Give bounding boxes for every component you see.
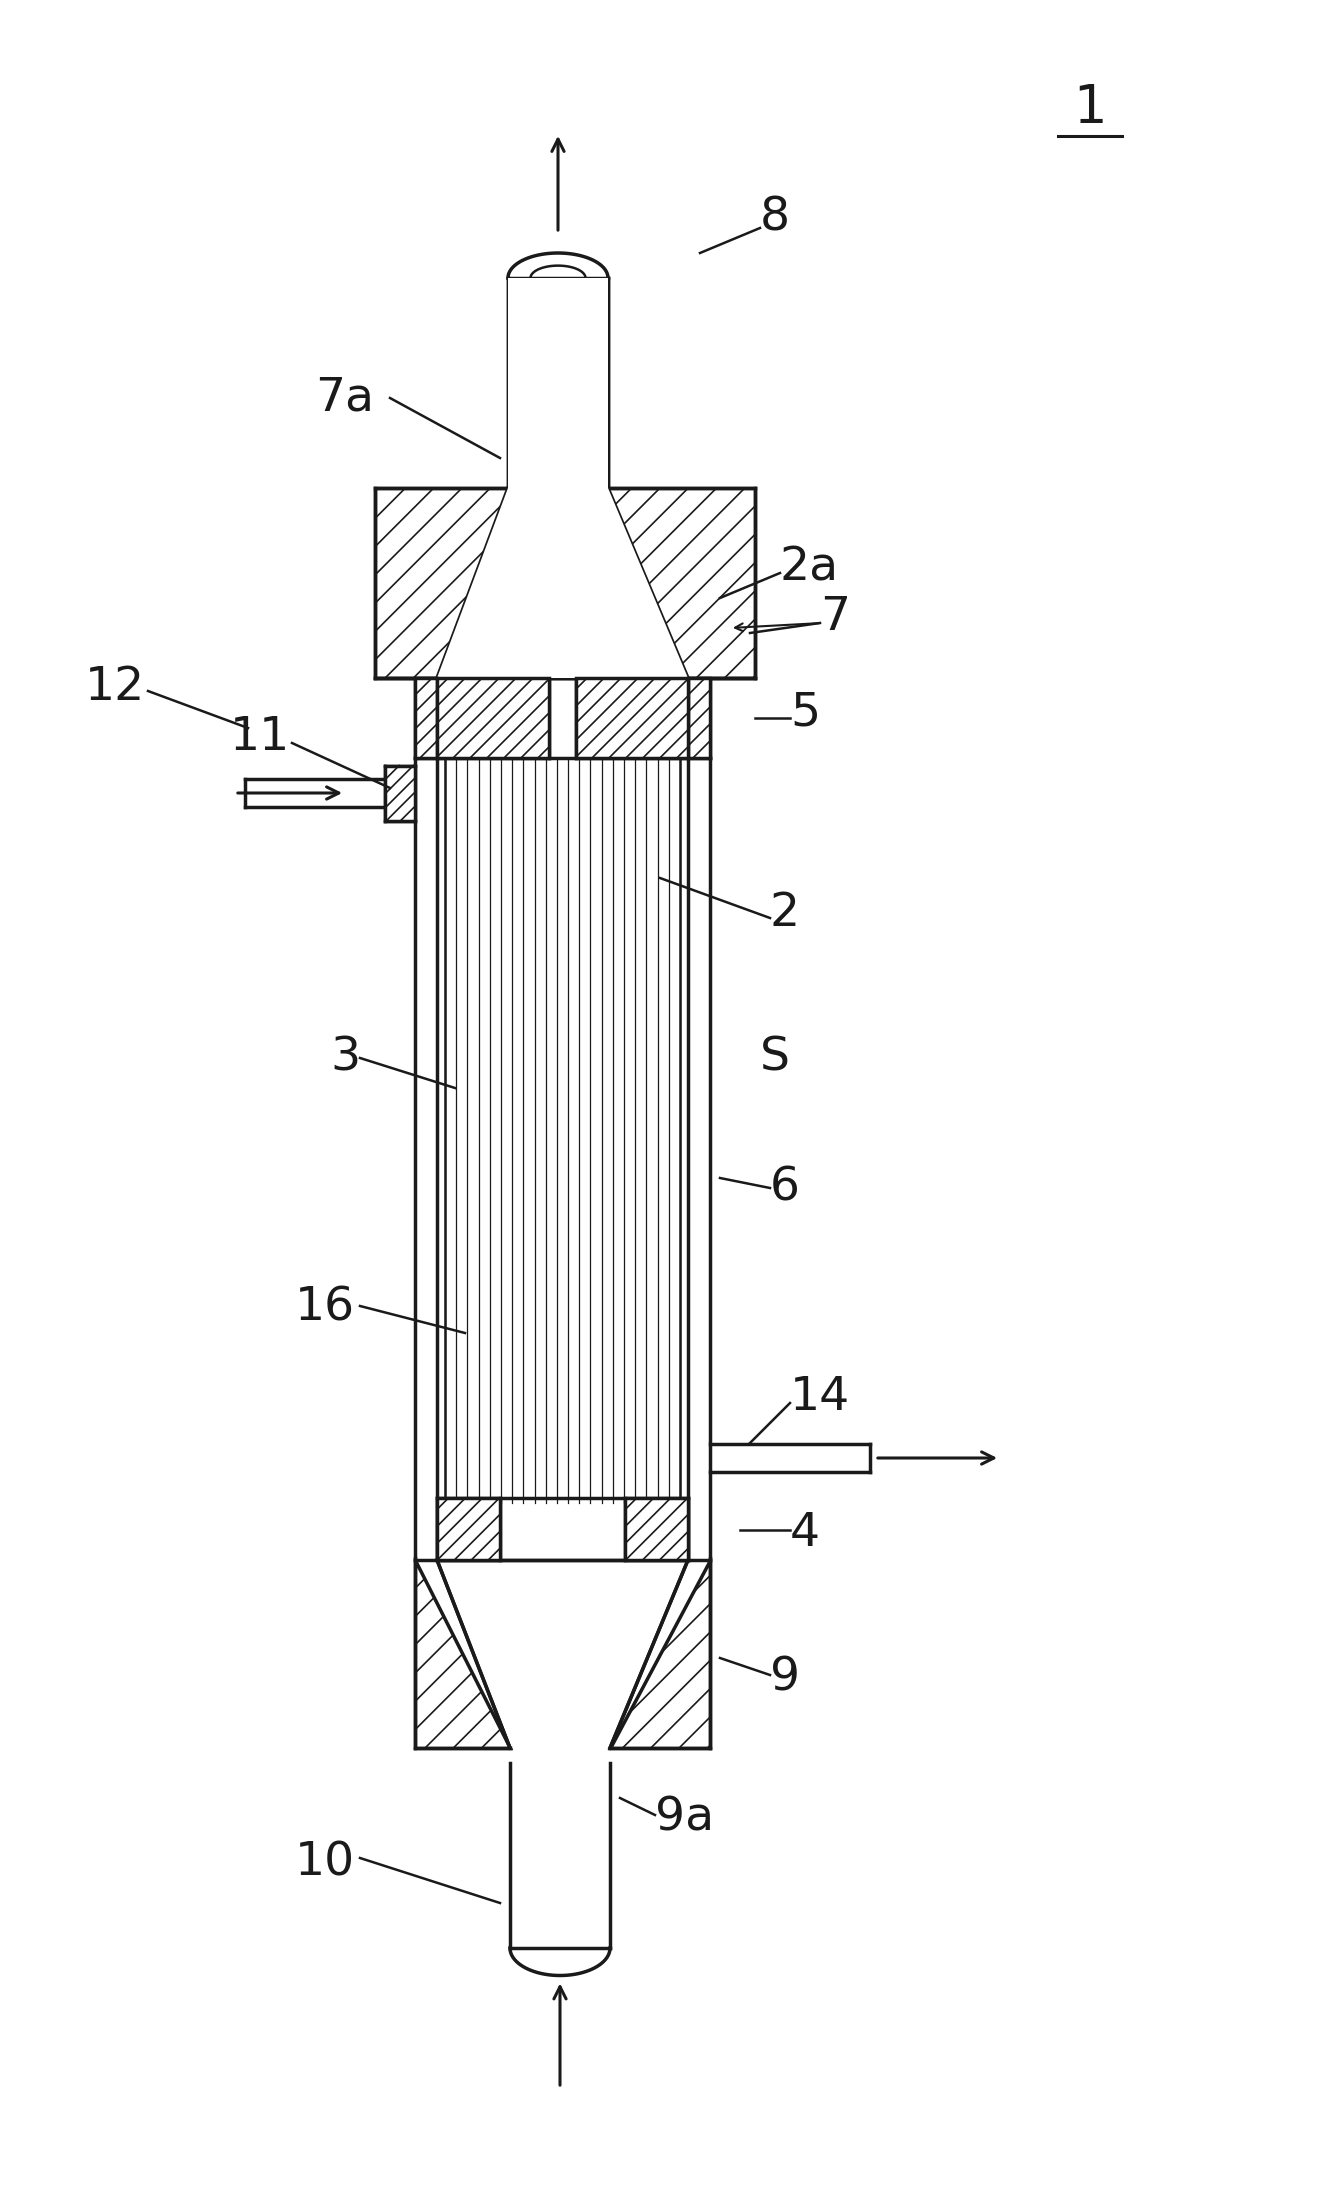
Text: 14: 14 [790,1376,850,1420]
Polygon shape [414,678,437,757]
Polygon shape [385,766,414,820]
Polygon shape [625,1499,688,1560]
Text: 7: 7 [819,595,850,641]
Text: 7a: 7a [315,376,374,420]
Polygon shape [508,278,607,488]
Text: S: S [760,1035,790,1081]
Polygon shape [610,1560,709,1748]
Text: 10: 10 [295,1840,355,1886]
Text: 16: 16 [295,1287,355,1330]
Text: 2: 2 [770,891,801,936]
Text: 3: 3 [330,1035,361,1081]
Text: 5: 5 [790,691,821,735]
Polygon shape [414,1560,510,1748]
Polygon shape [688,678,709,757]
Text: 6: 6 [770,1166,801,1210]
Polygon shape [575,678,688,757]
Text: 4: 4 [790,1510,821,1556]
Text: 2a: 2a [780,545,839,591]
Text: 12: 12 [84,665,145,711]
Text: 11: 11 [229,715,290,761]
Text: 9a: 9a [654,1796,715,1840]
Text: 9: 9 [770,1656,801,1700]
Polygon shape [437,488,688,678]
Text: 1: 1 [1073,81,1106,133]
Text: 8: 8 [760,195,790,241]
Polygon shape [437,678,548,757]
Polygon shape [375,488,755,678]
Polygon shape [437,1560,688,1748]
Polygon shape [437,1499,500,1560]
